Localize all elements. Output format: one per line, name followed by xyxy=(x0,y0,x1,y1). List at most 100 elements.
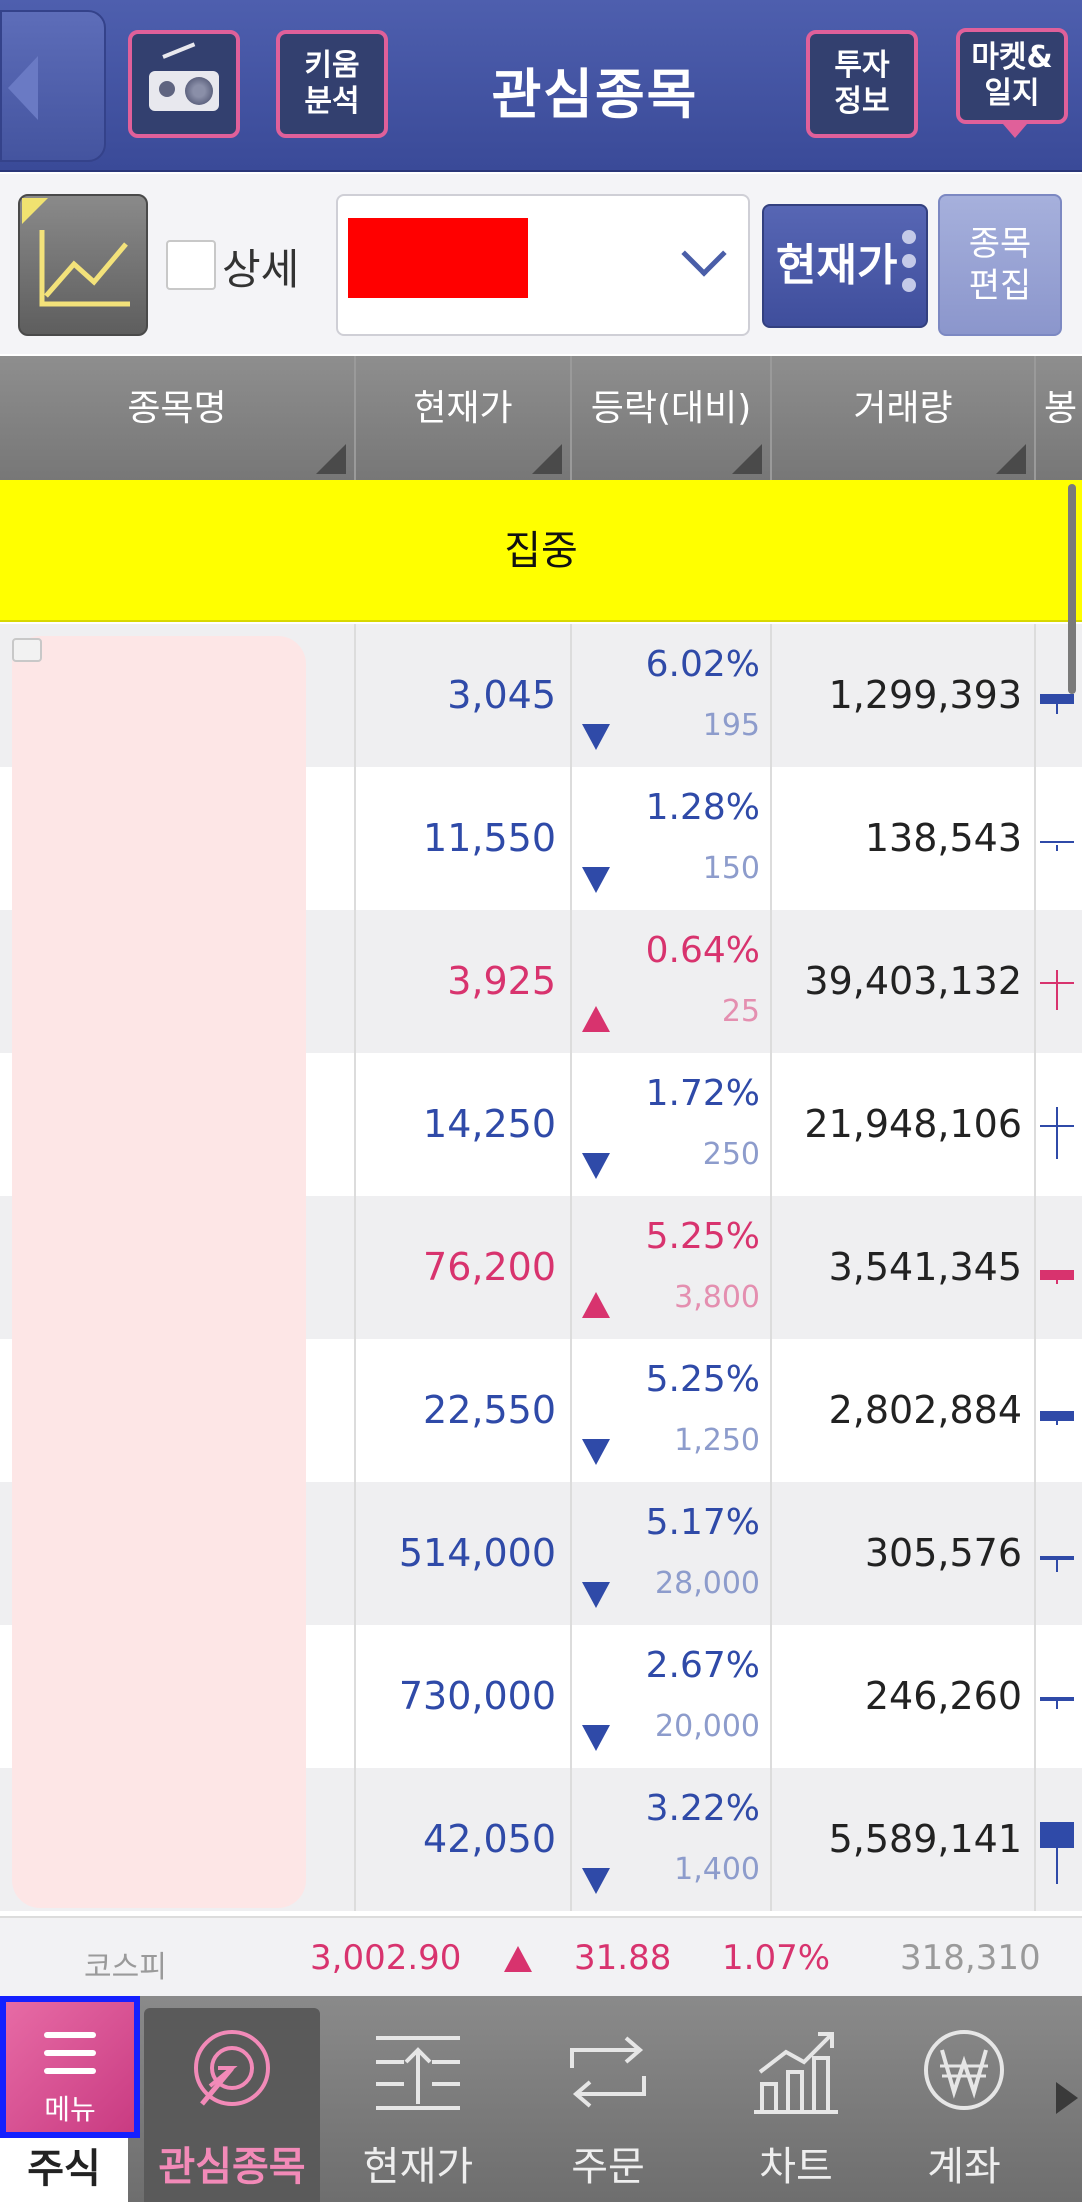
invest-info-button[interactable]: 투자 정보 xyxy=(806,30,918,138)
change-amount: 20,000 xyxy=(655,1709,760,1744)
volume-cell: 1,299,393 xyxy=(772,624,1036,767)
price-cell: 22,550 xyxy=(356,1339,572,1482)
price-cell: 514,000 xyxy=(356,1482,572,1625)
watchlist-icon xyxy=(194,2030,270,2106)
volume-cell: 5,589,141 xyxy=(772,1768,1036,1911)
change-cell: 1.28% 150 xyxy=(572,767,772,910)
focus-group-label: 집중 xyxy=(504,528,578,574)
down-arrow-icon xyxy=(582,1725,610,1751)
stock-name-cell[interactable] xyxy=(0,1768,356,1911)
up-arrow-icon xyxy=(582,1006,610,1032)
nav-watchlist[interactable]: 관심종목 xyxy=(144,2008,320,2202)
candle-icon xyxy=(1036,1482,1082,1625)
candle-icon xyxy=(1036,1768,1082,1911)
price-cell: 76,200 xyxy=(356,1196,572,1339)
sort-icon xyxy=(996,444,1026,474)
column-header-name[interactable]: 종목명 xyxy=(0,356,356,480)
scrollbar[interactable] xyxy=(1068,484,1076,694)
chart-icon xyxy=(754,2032,838,2114)
price-mode-label: 현재가 xyxy=(776,240,898,291)
change-cell: 0.64% 25 xyxy=(572,910,772,1053)
stock-name-cell[interactable] xyxy=(0,910,356,1053)
current-price-icon xyxy=(376,2036,460,2110)
watchlist-table[interactable]: 집중 3,045 6.02% 195 1,299,393 11,550 1.28% 150 1… xyxy=(0,480,1082,1916)
change-amount: 195 xyxy=(702,708,760,743)
change-amount: 1,250 xyxy=(674,1423,760,1458)
index-change: 31.88 xyxy=(574,1938,672,1978)
nav-current-price[interactable]: 현재가 xyxy=(330,2008,506,2202)
index-volume: 318,310 xyxy=(900,1938,1041,1978)
column-header-change[interactable]: 등락(대비) xyxy=(572,356,772,480)
nav-label: 관심종목 xyxy=(158,2144,306,2190)
column-header-price[interactable]: 현재가 xyxy=(356,356,572,480)
change-cell: 2.67% 20,000 xyxy=(572,1625,772,1768)
change-percent: 3.22% xyxy=(645,1788,760,1829)
stock-name-cell[interactable] xyxy=(0,767,356,910)
watchlist-group-select[interactable] xyxy=(336,194,750,336)
stock-name-cell[interactable] xyxy=(0,1196,356,1339)
price-cell: 3,045 xyxy=(356,624,572,767)
sort-icon xyxy=(532,444,562,474)
market-journal-button[interactable]: 마켓& 일지 xyxy=(956,28,1068,124)
more-vertical-icon xyxy=(902,230,916,302)
edit-stocks-button[interactable]: 종목 편집 xyxy=(938,194,1062,336)
change-cell: 6.02% 195 xyxy=(572,624,772,767)
change-percent: 1.28% xyxy=(645,787,760,828)
app-header: 키움 분석 관심종목 투자 정보 마켓& 일지 xyxy=(0,0,1082,172)
stock-name-cell[interactable] xyxy=(0,1482,356,1625)
change-percent: 1.72% xyxy=(645,1073,760,1114)
down-arrow-icon xyxy=(582,1153,610,1179)
sort-icon xyxy=(316,444,346,474)
up-arrow-icon xyxy=(582,1292,610,1318)
row-handle-icon[interactable] xyxy=(12,638,42,662)
page-title: 관심종목 xyxy=(491,63,699,126)
column-header-volume[interactable]: 거래량 xyxy=(772,356,1036,480)
change-amount: 25 xyxy=(721,994,760,1029)
kiwoom-analysis-button[interactable]: 키움 분석 xyxy=(276,30,388,138)
volume-cell: 138,543 xyxy=(772,767,1036,910)
change-amount: 250 xyxy=(702,1137,760,1172)
candle-icon xyxy=(1036,624,1082,767)
down-arrow-icon xyxy=(582,724,610,750)
detail-label: 상세 xyxy=(222,245,300,294)
change-amount: 150 xyxy=(702,851,760,886)
candle-icon xyxy=(1036,1625,1082,1768)
change-percent: 0.64% xyxy=(645,930,760,971)
index-name: 코스피 xyxy=(84,1950,167,1985)
stock-tab[interactable]: 주식 xyxy=(0,2138,128,2202)
change-percent: 6.02% xyxy=(645,644,760,685)
redacted-group-name xyxy=(348,218,528,298)
stock-name-cell[interactable] xyxy=(0,624,356,767)
price-cell: 42,050 xyxy=(356,1768,572,1911)
candle-icon xyxy=(1036,1339,1082,1482)
volume-cell: 3,541,345 xyxy=(772,1196,1036,1339)
nav-chart[interactable]: 차트 xyxy=(708,2008,884,2202)
won-account-icon xyxy=(924,2030,1004,2110)
price-mode-button[interactable]: 현재가 xyxy=(762,204,928,328)
watchlist-toolbar: 상세 현재가 종목 편집 xyxy=(0,174,1082,354)
index-ticker[interactable]: 코스피 3,002.90 31.88 1.07% 318,310 xyxy=(0,1916,1082,1996)
bottom-navigation: 메뉴 주식 관심종목 현재가 주문 xyxy=(0,1996,1082,2202)
index-percent: 1.07% xyxy=(722,1938,831,1978)
change-cell: 5.25% 3,800 xyxy=(572,1196,772,1339)
menu-button[interactable]: 메뉴 xyxy=(0,1996,140,2138)
back-arrow-icon[interactable] xyxy=(0,10,106,162)
radio-button[interactable] xyxy=(128,30,240,138)
stock-name-cell[interactable] xyxy=(0,1625,356,1768)
pointer-indicator xyxy=(1003,124,1027,138)
change-percent: 5.25% xyxy=(645,1216,760,1257)
chevron-right-icon[interactable] xyxy=(1056,2082,1078,2114)
detail-checkbox[interactable] xyxy=(166,240,216,290)
nav-label: 현재가 xyxy=(362,2144,474,2190)
focus-group-row[interactable]: 집중 xyxy=(0,480,1082,622)
line-chart-icon[interactable] xyxy=(18,194,148,336)
column-header-candle[interactable]: 봉 xyxy=(1044,388,1078,429)
change-amount: 3,800 xyxy=(674,1280,760,1315)
nav-account[interactable]: 계좌 xyxy=(876,2008,1052,2202)
nav-order[interactable]: 주문 xyxy=(520,2008,696,2202)
stock-name-cell[interactable] xyxy=(0,1339,356,1482)
stock-name-cell[interactable] xyxy=(0,1053,356,1196)
change-cell: 1.72% 250 xyxy=(572,1053,772,1196)
nav-label: 주문 xyxy=(571,2144,645,2190)
candle-icon xyxy=(1036,1053,1082,1196)
